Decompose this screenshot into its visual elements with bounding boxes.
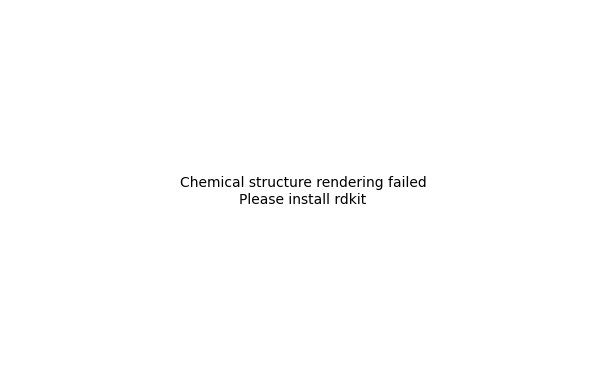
Text: Chemical structure rendering failed
Please install rdkit: Chemical structure rendering failed Plea… (179, 177, 427, 206)
